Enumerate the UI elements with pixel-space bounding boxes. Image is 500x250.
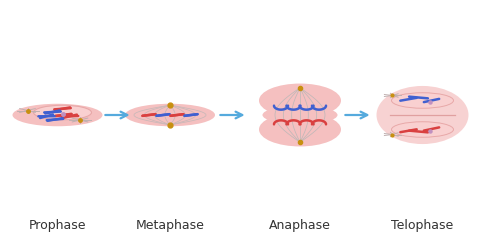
Text: Prophase: Prophase [29, 218, 86, 232]
Text: Metaphase: Metaphase [136, 218, 204, 232]
Ellipse shape [259, 112, 341, 146]
Ellipse shape [125, 104, 215, 126]
Ellipse shape [12, 104, 102, 126]
Ellipse shape [392, 93, 454, 108]
Ellipse shape [392, 122, 454, 137]
Ellipse shape [259, 84, 341, 117]
Text: Anaphase: Anaphase [269, 218, 331, 232]
Ellipse shape [376, 86, 468, 144]
Ellipse shape [34, 105, 92, 120]
Text: Telophase: Telophase [392, 218, 454, 232]
Ellipse shape [262, 106, 338, 124]
